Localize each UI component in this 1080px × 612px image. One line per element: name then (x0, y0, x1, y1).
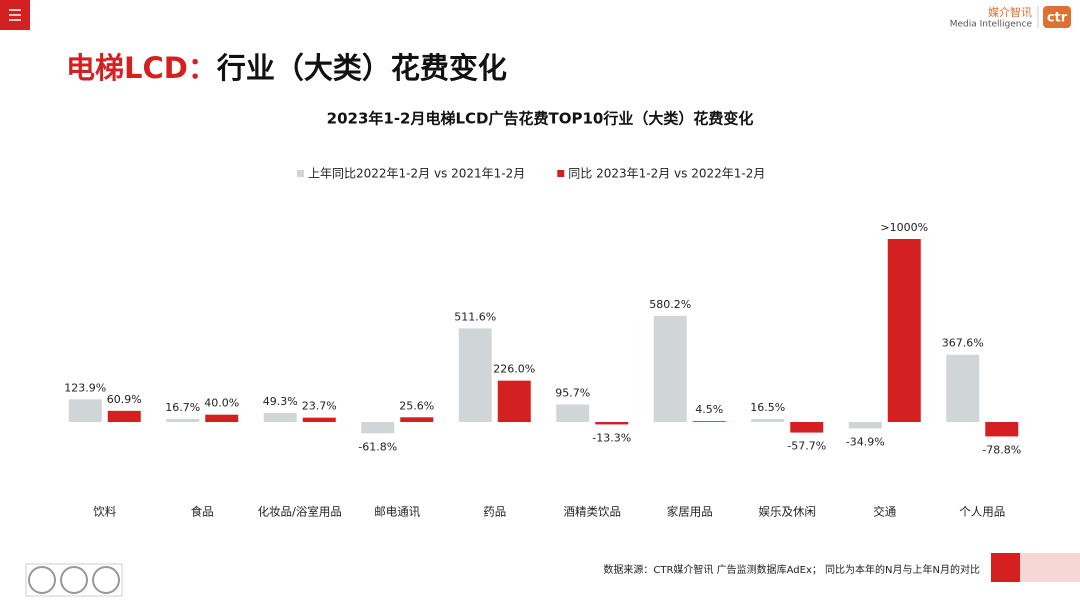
value-label: 511.6% (454, 310, 496, 323)
value-label: 40.0% (204, 397, 239, 410)
x-tick-label: 化妆品/浴室用品 (258, 505, 342, 519)
x-tick-label: 交通 (873, 505, 896, 519)
bar (848, 422, 882, 429)
value-label: -34.9% (846, 435, 885, 448)
bar (985, 422, 1019, 437)
bar (68, 399, 102, 422)
bar (107, 410, 141, 422)
bar (595, 422, 629, 425)
logo-cn: 媒介智讯 (988, 5, 1032, 19)
value-label: -57.7% (787, 440, 826, 453)
bar (556, 404, 590, 422)
legend-swatch (557, 170, 565, 177)
cert-badges (25, 563, 123, 597)
x-tick-label: 家居用品 (667, 505, 713, 519)
bar (887, 239, 921, 422)
legend-swatch (297, 170, 304, 177)
value-label: 16.7% (165, 401, 200, 414)
bar (692, 421, 726, 422)
value-label: 16.5% (750, 401, 785, 414)
value-label: -61.8% (358, 440, 397, 453)
bar (302, 417, 336, 422)
bar (205, 414, 239, 422)
footer-block (991, 553, 1020, 582)
menu-icon (9, 9, 21, 21)
x-tick-label: 个人用品 (959, 505, 1005, 519)
bar (400, 417, 434, 422)
chart-title: 2023年1-2月电梯LCD广告花费TOP10行业（大类）花费变化 (327, 110, 754, 128)
value-label: 49.3% (263, 395, 298, 408)
value-label: 123.9% (64, 381, 106, 394)
x-tick-label: 饮料 (93, 505, 116, 519)
legend-label: 同比 2023年1-2月 vs 2022年1-2月 (568, 167, 765, 181)
value-label: 60.9% (107, 393, 142, 406)
value-label: 580.2% (649, 298, 691, 311)
bar (497, 380, 531, 422)
x-tick-label: 药品 (483, 505, 506, 519)
bar (361, 422, 395, 434)
bar (458, 328, 492, 422)
logo-mark: ctr (1047, 11, 1068, 26)
slide-title: 电梯LCD：行业（大类）花费变化 (66, 51, 507, 85)
legend-label: 上年同比2022年1-2月 vs 2021年1-2月 (308, 167, 525, 181)
value-label: >1000% (880, 221, 928, 234)
bar (166, 418, 200, 422)
title-rest: 行业（大类）花费变化 (216, 51, 507, 85)
logo-box (1043, 6, 1071, 28)
x-tick-label: 酒精类饮品 (564, 505, 622, 519)
bar (751, 418, 785, 422)
value-label: 4.5% (695, 403, 723, 416)
value-label: 95.7% (555, 386, 590, 399)
bar (790, 422, 824, 433)
bar (263, 412, 297, 422)
plot: 上年同比2022年1-2月 vs 2021年1-2月 同比 2023年1-2月 v… (64, 167, 1021, 519)
logo-en: Media Intelligence (950, 20, 1033, 30)
value-label: -13.3% (592, 431, 631, 444)
bar (946, 354, 980, 422)
x-tick-label: 邮电通讯 (374, 505, 420, 519)
x-tick-label: 娱乐及休闲 (759, 505, 817, 519)
footer-source: 数据来源：CTR媒介智讯 广告监测数据库AdEx； 同比为本年的N月与上年N月的… (603, 563, 980, 576)
value-label: 226.0% (493, 363, 535, 376)
title-highlight: 电梯LCD： (66, 51, 217, 85)
footer-band (1020, 553, 1080, 582)
value-label: 25.6% (399, 399, 434, 412)
x-tick-label: 食品 (191, 505, 214, 519)
bar (653, 315, 687, 422)
value-label: -78.8% (982, 443, 1021, 456)
value-label: 23.7% (302, 400, 337, 413)
value-label: 367.6% (942, 337, 984, 350)
